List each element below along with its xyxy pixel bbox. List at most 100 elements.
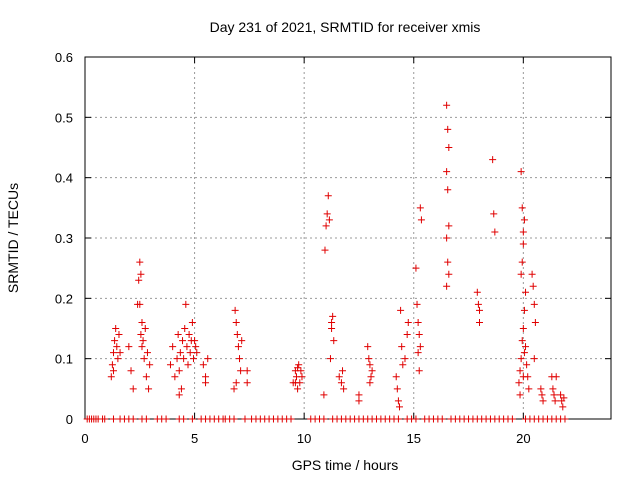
data-point [180,355,188,363]
data-point [204,355,212,363]
y-tick-label: 0.4 [55,171,73,186]
data-point [393,385,401,393]
data-point [179,337,187,345]
data-point [232,318,240,326]
data-point [515,379,523,387]
data-point [530,300,538,308]
data-point [294,364,302,372]
grid-lines [85,57,611,419]
data-point [139,337,147,345]
data-point [108,361,116,369]
data-point [413,300,421,308]
axis-ticks: 0 5 10 15 20 0 0.1 0.2 0.3 0.4 0.5 0.6 [55,50,611,446]
data-point [234,343,242,351]
data-point [176,349,184,357]
data-point [412,264,420,272]
data-point [291,379,299,387]
data-point [396,403,404,411]
data-point [476,318,483,326]
data-point [355,397,363,405]
data-point [182,300,190,308]
data-point [189,355,197,363]
data-point [188,415,196,423]
data-point [174,331,182,339]
data-point [416,343,424,351]
data-point [445,270,453,278]
data-point [520,349,528,357]
data-point [141,325,149,332]
data-point [236,355,244,363]
data-point [142,373,150,381]
data-point [561,415,569,423]
data-point [231,306,239,314]
chart-title: Day 231 of 2021, SRMTID for receiver xmi… [210,19,481,35]
data-point [520,216,528,224]
data-point [538,391,546,399]
data-point [445,144,453,151]
data-point [324,192,332,200]
data-point [415,367,423,375]
y-tick-label: 0.5 [55,110,73,125]
data-point [192,343,200,351]
data-point [438,415,446,423]
data-point [519,228,527,236]
data-point [112,325,120,332]
y-axis-title: SRMTID / TECUs [5,183,21,293]
data-point [489,156,497,164]
data-point [528,270,536,278]
data-point [560,394,568,402]
data-point [129,385,137,393]
data-point [518,204,526,212]
data-point [294,385,302,393]
data-point [519,373,527,381]
data-point [241,415,249,423]
data-point [137,331,145,339]
data-point [243,379,251,387]
data-point [138,343,146,351]
data-point [443,101,451,109]
data-point [230,415,238,423]
data-point [127,367,135,375]
data-point [298,373,306,381]
data-point [109,415,117,423]
data-point [113,343,121,351]
data-point [111,337,119,345]
data-point [137,270,145,278]
data-point [491,228,499,236]
data-point [559,403,567,411]
data-point [415,331,423,339]
x-tick-label: 5 [191,431,198,446]
data-point [531,318,539,326]
y-tick-label: 0.6 [55,50,73,65]
data-point [522,343,530,351]
data-point [394,397,402,405]
data-point [143,349,151,357]
data-point [517,168,525,176]
data-point [368,367,376,375]
data-point [125,343,133,351]
data-point [443,234,451,242]
data-point [321,246,329,254]
data-point [365,355,373,363]
data-point [175,367,183,375]
data-point [171,373,179,381]
data-point [326,355,334,363]
data-point [287,415,295,423]
data-point [325,216,333,224]
data-point [549,385,557,393]
data-point [243,367,251,375]
data-point [364,343,372,351]
data-point [335,373,343,381]
data-point [199,361,207,369]
data-point [320,391,328,399]
data-point [337,379,345,387]
data-point [202,373,210,381]
data-point [180,415,188,423]
data-point [166,361,174,369]
data-point [173,355,181,363]
data-point [114,355,122,363]
data-point [474,300,482,308]
data-point [517,270,525,278]
data-point [328,325,336,332]
data-point [414,349,422,357]
